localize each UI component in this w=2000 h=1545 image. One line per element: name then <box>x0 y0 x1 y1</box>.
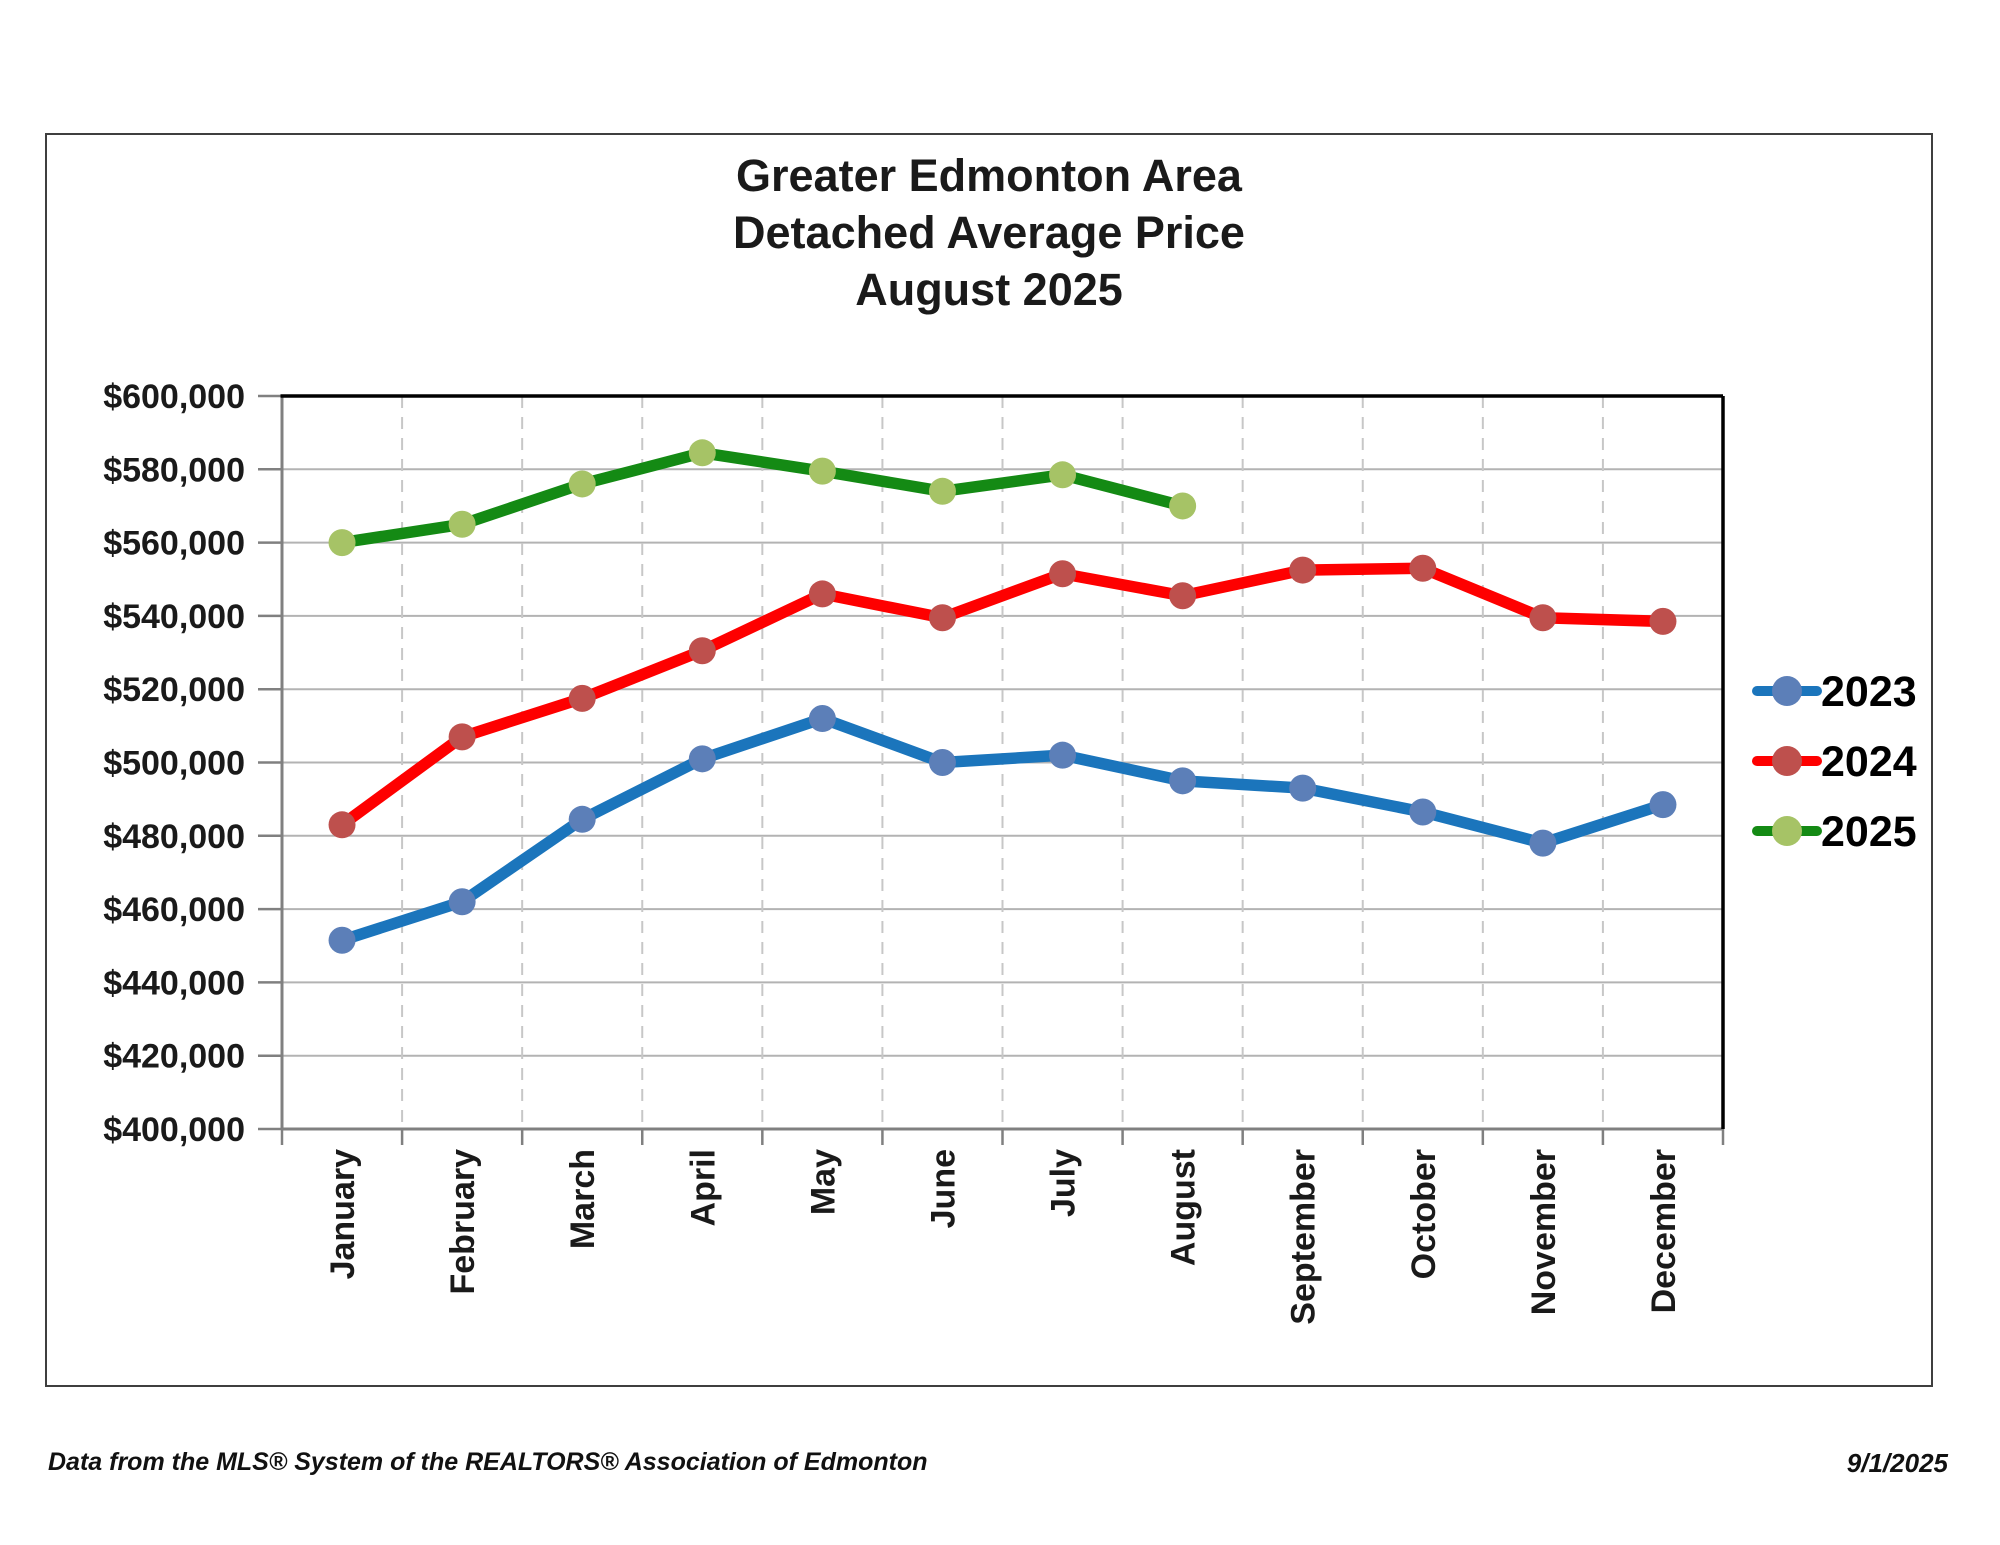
footer-date: 9/1/2025 <box>1846 1448 1948 1478</box>
series-2023-point-June <box>928 749 956 776</box>
series-2024-point-May <box>808 580 836 608</box>
chart-title-line-3: August 2025 <box>855 264 1123 315</box>
x-axis-label: June <box>924 1149 962 1228</box>
y-axis-label: $600,000 <box>103 378 245 416</box>
series-2024-point-January <box>328 811 356 839</box>
x-axis-label: November <box>1525 1149 1563 1315</box>
series-2024-point-April <box>688 637 716 665</box>
series-2023-point-July <box>1049 741 1077 769</box>
x-axis-label: October <box>1405 1149 1443 1279</box>
chart-title-line-1: Greater Edmonton Area <box>736 150 1242 201</box>
y-axis-label: $480,000 <box>103 818 245 856</box>
series-2024-point-June <box>928 604 956 632</box>
x-axis-label: December <box>1645 1149 1683 1313</box>
x-axis-label: August <box>1165 1149 1203 1266</box>
price-line-chart: $400,000 $420,000 $440,000 $460,000 $480,000… <box>103 378 1917 1325</box>
x-axis-label: September <box>1285 1149 1323 1325</box>
series-2023-line <box>336 712 1669 947</box>
y-axis-label: $420,000 <box>103 1038 245 1076</box>
series-2023-point-February <box>448 888 476 916</box>
series-2025-point-June <box>928 477 956 505</box>
series-2023-point-March <box>568 805 596 833</box>
chart-title: Greater Edmonton Area Detached Average P… <box>47 147 1931 318</box>
legend-label-2025: 2025 <box>1821 808 1917 856</box>
x-axis-label: April <box>684 1149 722 1226</box>
series-2023-point-May <box>808 705 836 733</box>
x-axis-label: January <box>324 1149 362 1279</box>
series-2024-point-September <box>1289 556 1317 584</box>
series-2024-point-August <box>1169 582 1197 610</box>
y-axis-label: $520,000 <box>103 671 245 709</box>
chart-frame: Greater Edmonton Area Detached Average P… <box>45 133 1933 1387</box>
series-2025-point-August <box>1169 492 1197 520</box>
legend-label-2023: 2023 <box>1821 668 1917 716</box>
series-2023-point-September <box>1289 774 1317 802</box>
series-2025-line <box>336 447 1189 549</box>
series-2023-point-August <box>1169 767 1197 795</box>
legend-marker-2025 <box>1772 816 1802 846</box>
series-2023-point-October <box>1409 798 1437 826</box>
series-2024-point-December <box>1649 607 1677 635</box>
series-2025-point-February <box>448 510 476 538</box>
series-2025-point-April <box>688 439 716 467</box>
series-2025-point-May <box>808 457 836 485</box>
y-axis-label: $560,000 <box>103 525 245 563</box>
series-2024-point-February <box>448 723 476 751</box>
x-axis-label: May <box>804 1149 842 1215</box>
x-axis-label: July <box>1045 1149 1083 1217</box>
chart-title-line-2: Detached Average Price <box>733 207 1245 258</box>
legend-marker-2024 <box>1772 746 1802 776</box>
series-2023-point-January <box>328 926 356 954</box>
series-2024-point-July <box>1049 560 1077 588</box>
series-2025-point-March <box>568 470 596 498</box>
series-2024-line <box>336 562 1669 831</box>
series-2024-point-October <box>1409 554 1437 582</box>
y-axis-label: $460,000 <box>103 891 245 929</box>
series-2023-point-April <box>688 745 716 773</box>
legend-marker-2023 <box>1772 676 1802 706</box>
series-2023-point-December <box>1649 791 1677 819</box>
series-2024-point-March <box>568 684 596 712</box>
x-axis-label: February <box>444 1149 482 1295</box>
footer-source-note: Data from the MLS® System of the REALTOR… <box>48 1448 928 1476</box>
series-2025-point-January <box>328 529 356 557</box>
y-axis-label: $440,000 <box>103 964 245 1002</box>
x-axis-label: March <box>564 1149 602 1249</box>
series-2023-point-November <box>1529 829 1557 857</box>
y-axis-label: $540,000 <box>103 598 245 636</box>
y-axis-label: $400,000 <box>103 1111 245 1149</box>
y-axis-label: $500,000 <box>103 745 245 783</box>
series-2024-point-November <box>1529 604 1557 632</box>
series-2025-point-July <box>1049 461 1077 489</box>
y-axis-label: $580,000 <box>103 451 245 489</box>
legend-label-2024: 2024 <box>1821 738 1917 786</box>
